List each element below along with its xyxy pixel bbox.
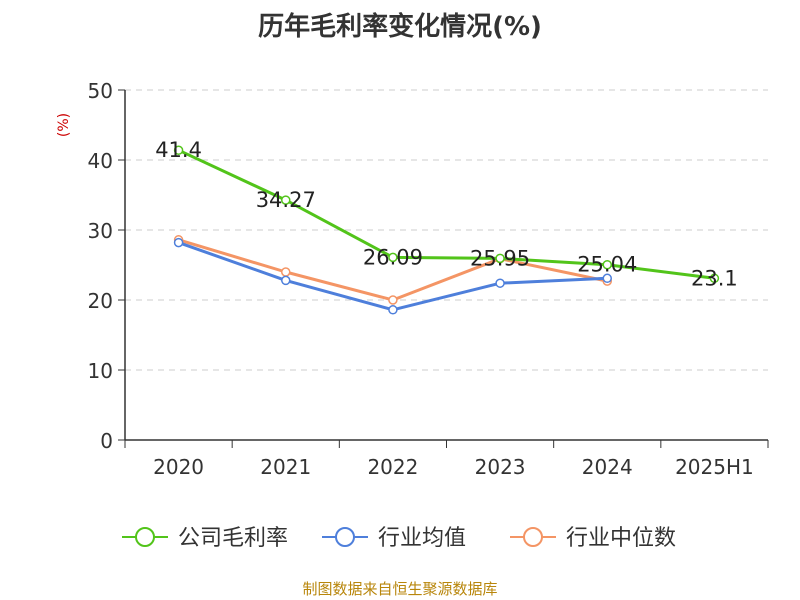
x-tick-label: 2025H1 — [675, 455, 754, 479]
y-tick-label: 0 — [100, 429, 113, 453]
y-tick-label: 50 — [88, 79, 113, 103]
y-tick-label: 40 — [88, 149, 113, 173]
data-point — [709, 273, 720, 284]
y-tick-label: 10 — [88, 359, 113, 383]
legend-marker — [335, 527, 355, 547]
data-label: 25.95 — [470, 246, 530, 270]
x-tick-label: 2021 — [260, 455, 311, 479]
chart-title: 历年毛利率变化情况(%) — [258, 12, 542, 42]
data-label: 41.4 — [155, 138, 202, 162]
data-point — [602, 273, 612, 284]
data-label: 26.09 — [363, 245, 423, 269]
data-point — [173, 145, 184, 155]
data-label: 23.1 — [691, 266, 738, 290]
data-point — [281, 275, 291, 286]
series-line-0 — [177, 148, 715, 280]
y-tick-label: 20 — [88, 289, 113, 313]
legend-label: 公司毛利率 — [178, 526, 288, 551]
data-point — [388, 305, 398, 315]
source-note: 制图数据来自恒生聚源数据库 — [302, 580, 498, 598]
data-label: 25.04 — [577, 253, 637, 277]
data-point — [388, 252, 398, 263]
data-point — [495, 278, 505, 288]
data-point — [602, 259, 612, 270]
legend-label: 行业均值 — [378, 526, 466, 551]
x-tick-label: 2024 — [582, 455, 633, 479]
legend-marker — [135, 527, 155, 547]
legend-label: 行业中位数 — [566, 526, 676, 551]
data-point — [281, 267, 291, 277]
data-label: 34.27 — [256, 188, 316, 212]
x-tick-label: 2022 — [367, 455, 418, 479]
data-point — [173, 237, 184, 248]
y-axis-label: (%) — [56, 113, 72, 137]
x-tick-label: 2020 — [153, 455, 204, 479]
legend-marker — [523, 527, 543, 547]
data-point — [388, 295, 398, 305]
data-point — [495, 253, 505, 264]
y-tick-label: 30 — [88, 219, 113, 243]
x-tick-label: 2023 — [475, 455, 526, 479]
data-point — [281, 195, 291, 205]
